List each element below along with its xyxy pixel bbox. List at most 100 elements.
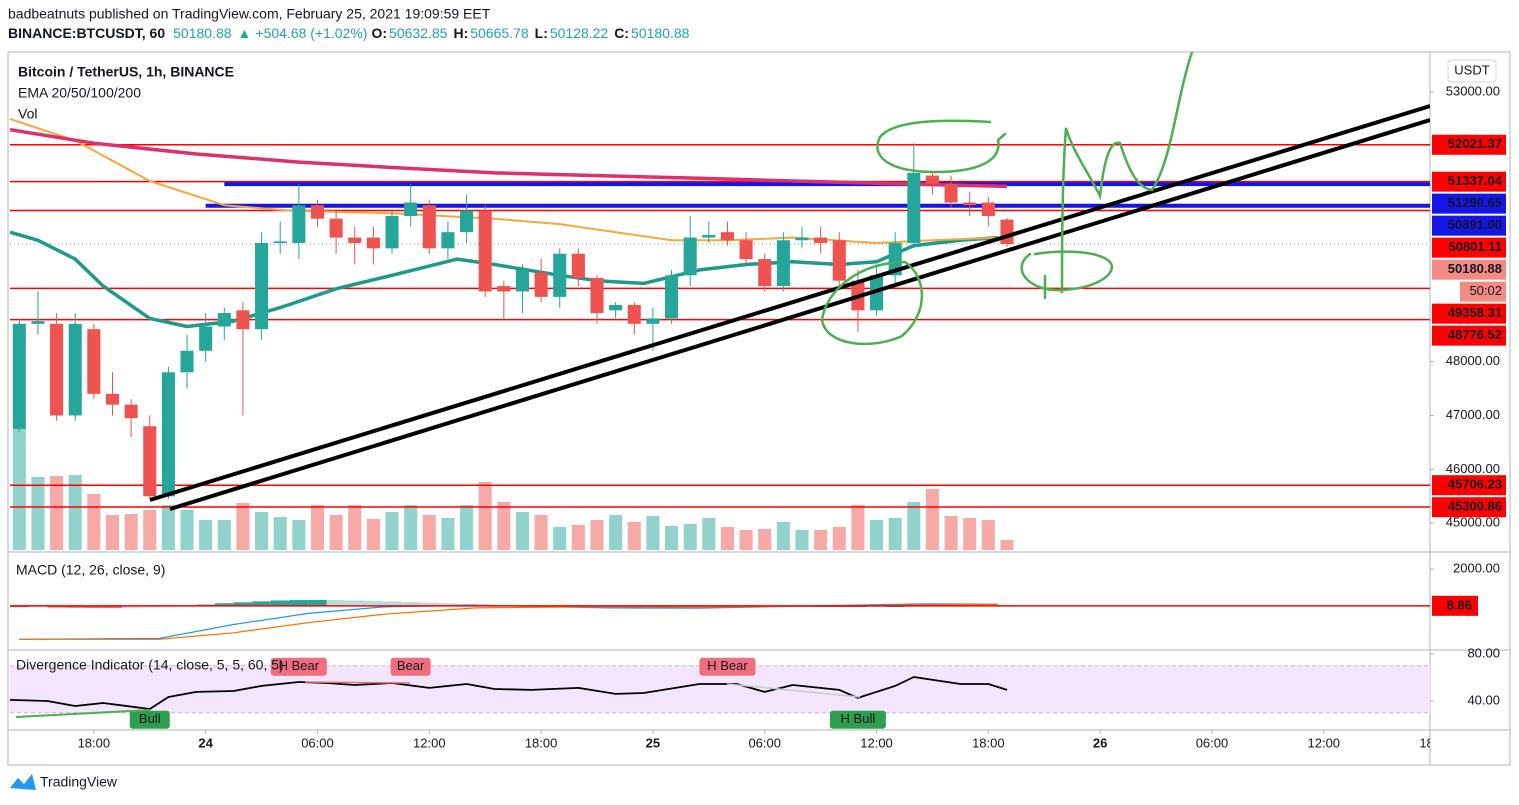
divergence-pane: Bull H Bear Bear H Bear H Bull <box>9 657 1430 729</box>
price-label: 48776.52 <box>1448 327 1502 342</box>
currency[interactable]: USDT <box>1454 62 1489 77</box>
divergence-connector <box>726 683 861 698</box>
volume-bar <box>255 512 269 550</box>
price-label-box <box>1432 325 1506 346</box>
candle-body <box>1000 219 1014 244</box>
candle-body <box>795 237 809 241</box>
currency-button[interactable] <box>1447 59 1497 83</box>
plot-layers: 53000.00 48000.00 47000.00 46000.00 45000.00… <box>9 83 1506 750</box>
candle-body <box>105 393 120 405</box>
freehand <box>820 52 1194 346</box>
brand: TradingView <box>40 774 118 790</box>
price-label: 50891.00 <box>1448 217 1502 232</box>
candle-body <box>646 318 660 324</box>
y-tick-label: 53000.00 <box>1446 83 1500 98</box>
freehand-stroke <box>1060 52 1194 294</box>
bear-signal: Bear <box>397 658 425 673</box>
volume-bar <box>944 516 958 550</box>
last: 50180.88 <box>173 25 232 41</box>
drawings <box>15 52 1430 718</box>
ohlc-value: 50180.88 <box>631 25 690 41</box>
ohlc-label: C: <box>614 25 629 41</box>
volume-bar <box>683 524 697 550</box>
candle-body <box>758 259 772 287</box>
bull-signal: Bull <box>139 711 161 726</box>
bull-signal: H Bull <box>841 711 876 726</box>
x-tick-label: 18:00 <box>1419 735 1452 750</box>
volume-bar <box>590 520 604 550</box>
candle-body <box>12 323 26 429</box>
candle-body <box>925 175 939 184</box>
volume-bar <box>553 527 567 550</box>
volume-bar <box>236 503 250 550</box>
macd-histogram <box>270 600 290 607</box>
volume-bar <box>199 520 213 550</box>
volume-bar <box>627 522 641 550</box>
volume-bar <box>646 516 660 550</box>
ema-line <box>9 127 1008 189</box>
y-tick-label: 80.00 <box>1467 645 1500 660</box>
volume-bar <box>814 530 828 550</box>
candle-body <box>515 269 529 292</box>
volume-bar <box>665 526 679 550</box>
bull-signal-box <box>829 710 886 729</box>
price-label-box <box>1432 215 1506 236</box>
price-label-box <box>1432 303 1506 324</box>
volume-bar <box>1000 540 1014 550</box>
trend-line <box>169 118 1430 511</box>
volume-bar <box>422 515 436 550</box>
volume-bar <box>12 427 26 550</box>
freehand-stroke <box>876 119 1007 174</box>
volume-bar <box>907 502 921 550</box>
frame <box>7 51 1511 766</box>
price-label-box <box>1432 237 1506 258</box>
ema <box>9 118 1008 329</box>
ohlc-value: 50128.22 <box>550 25 609 41</box>
ohlc-value: 50632.85 <box>389 25 448 41</box>
macd-histogram <box>103 606 122 608</box>
volume-bar <box>758 529 772 550</box>
candle-body <box>460 210 474 233</box>
x-tick-label: 18:00 <box>525 735 558 750</box>
volume-bar <box>795 530 809 550</box>
macd-title: MACD (12, 26, close, 9) <box>16 562 165 578</box>
candle-body <box>478 210 492 292</box>
candle-body <box>217 313 231 327</box>
macd-histogram <box>401 601 420 607</box>
x-tick-label: 18:00 <box>78 735 111 750</box>
volume-bar <box>143 510 157 550</box>
bear-signal-box <box>270 657 327 676</box>
candle-body <box>348 237 362 243</box>
volume-bar <box>31 477 45 550</box>
candle-body <box>404 202 418 216</box>
ohlc-label: H: <box>453 25 468 41</box>
price-label-box <box>1432 595 1478 616</box>
candle-body <box>776 240 790 287</box>
ohlc-label: O: <box>371 25 387 41</box>
y-tick-label: 2000.00 <box>1453 560 1500 575</box>
volume-bar <box>571 525 585 550</box>
candle-body <box>814 237 828 243</box>
bear-signal-box <box>390 657 431 676</box>
candle-body <box>50 323 64 416</box>
volume-bar <box>68 475 82 550</box>
macd-histogram <box>364 600 383 607</box>
volume-bar <box>460 505 474 550</box>
indicator-label: EMA 20/50/100/200 <box>18 85 141 101</box>
candle-body <box>609 304 623 311</box>
legend-and-labels: Bitcoin / TetherUS, 1h, BINANCE EMA 20/5… <box>10 59 1497 790</box>
candle-body <box>441 232 455 249</box>
price-label-box <box>1432 171 1506 192</box>
change: +504.68 (+1.02%) <box>255 25 367 41</box>
volume-bar <box>217 520 231 550</box>
candle-body <box>907 172 921 243</box>
candle-body <box>963 202 977 206</box>
volume-bar <box>50 476 64 550</box>
volume-bar <box>832 527 846 550</box>
macd-histogram <box>140 606 160 608</box>
volume-bar <box>310 505 325 550</box>
price-label-box <box>1432 134 1506 155</box>
candle-body <box>255 242 269 330</box>
x-tick-label: 06:00 <box>1196 735 1229 750</box>
